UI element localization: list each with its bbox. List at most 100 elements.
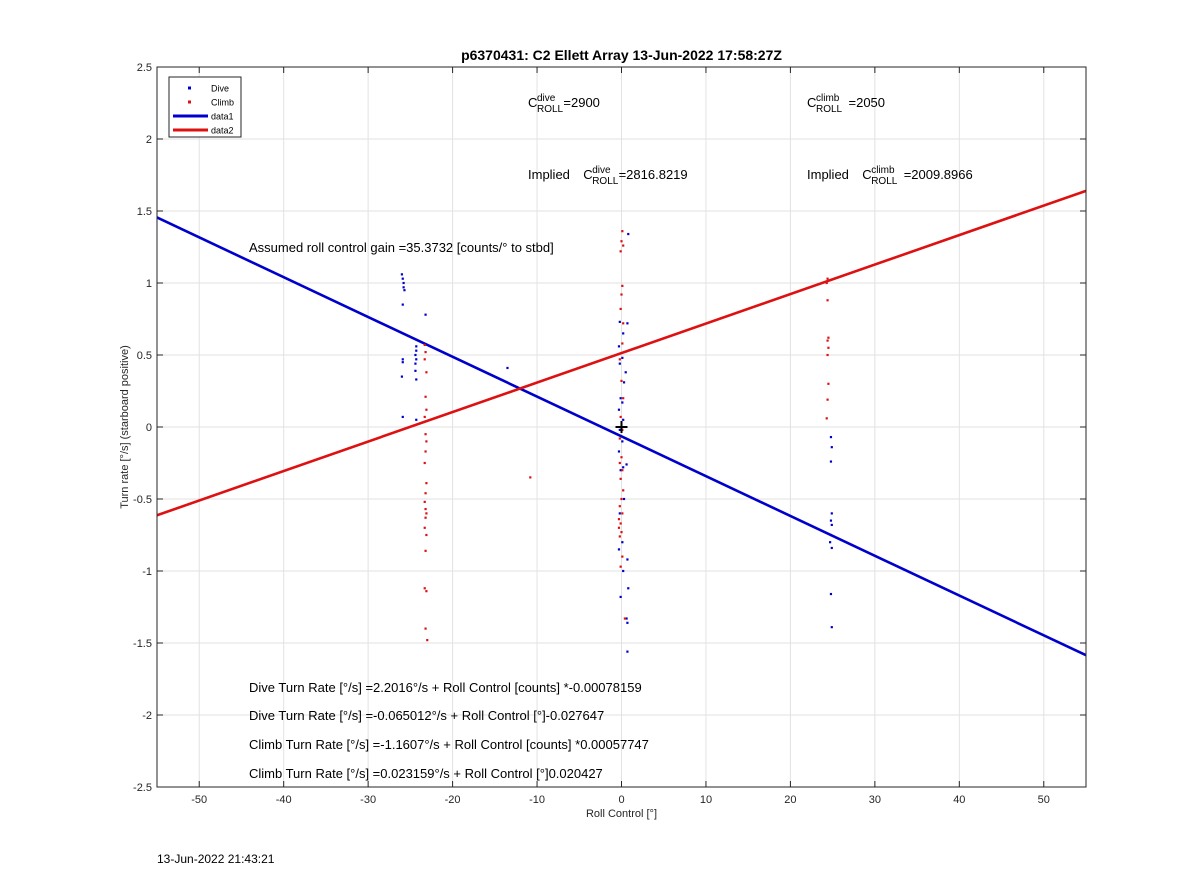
y-axis-label: Turn rate [°/s] (starboard positive) — [119, 345, 131, 509]
dive-point — [622, 418, 625, 421]
climb-point — [423, 415, 426, 419]
dive-point — [622, 569, 625, 573]
dive-point — [830, 512, 833, 515]
dive-point — [617, 345, 621, 348]
dive-point — [829, 533, 833, 537]
dive-point — [622, 497, 626, 501]
climb-point — [621, 469, 624, 472]
climb-point — [423, 343, 426, 347]
climb-point — [618, 461, 621, 465]
dive-point — [829, 460, 833, 463]
dive-point — [400, 273, 404, 276]
x-tick-label: -50 — [191, 794, 207, 806]
legend: Dive Climb data1 data2 — [168, 76, 242, 138]
implied-c-roll-climb-value: =2009.8966 — [904, 167, 973, 182]
climb-point — [425, 440, 428, 443]
climb-point — [621, 555, 624, 558]
x-tick-label: -30 — [360, 794, 376, 806]
climb-point — [424, 395, 427, 398]
x-tick-label: -20 — [445, 794, 461, 806]
dive-point — [830, 626, 833, 629]
dive-point — [626, 650, 629, 653]
implied-c-roll-climb-sup: climb — [871, 165, 895, 176]
implied-c-roll-climb-sub: ROLL — [871, 176, 898, 187]
legend-marker-dive — [188, 86, 191, 90]
climb-point — [425, 408, 428, 411]
fit-line-data2 — [157, 189, 1086, 517]
climb-point — [619, 415, 622, 419]
dive-point — [829, 435, 833, 439]
climb-point — [620, 240, 623, 243]
dive-point — [622, 332, 625, 335]
climb-point — [622, 489, 625, 492]
dive-point — [401, 361, 404, 364]
climb-point — [424, 627, 427, 630]
climb-point — [826, 299, 829, 302]
climb-point — [620, 531, 623, 534]
dive-point — [829, 592, 833, 596]
climb-point — [827, 382, 830, 385]
climb-point — [423, 587, 426, 590]
dive-point — [618, 512, 621, 515]
c-roll-dive-sub: ROLL — [537, 104, 564, 115]
axes: -50 -40 -30 -20 -10 0 10 20 30 40 50-2.5-2-1.5-1-0… — [119, 47, 1087, 820]
c-roll-dive-sup: dive — [537, 93, 556, 104]
dive-point — [415, 418, 418, 421]
dive-point — [619, 595, 622, 599]
dive-point — [414, 362, 417, 365]
dive-point — [625, 617, 628, 620]
dive-point — [414, 353, 417, 357]
climb-point — [425, 512, 428, 515]
implied-c-roll-dive-sub: ROLL — [592, 176, 619, 187]
implied-c-roll-dive-value: =2816.8219 — [619, 167, 688, 182]
y-tick-label: -1.5 — [133, 638, 152, 650]
dive-point — [424, 313, 427, 316]
climb-point — [618, 358, 621, 361]
implied-c-roll-climb-base: C — [862, 167, 871, 182]
y-tick-label: 2.5 — [137, 62, 152, 74]
dive-point — [401, 303, 404, 306]
climb-point — [426, 639, 429, 642]
climb-point — [618, 535, 621, 538]
climb-point — [424, 549, 427, 552]
climb-point — [424, 492, 427, 495]
grid — [157, 66, 1086, 788]
legend-label: Dive — [211, 84, 229, 94]
climb-point — [424, 507, 427, 511]
climb-point — [826, 353, 829, 357]
climb-point — [618, 437, 621, 440]
climb-point — [423, 461, 426, 465]
climb-point — [622, 397, 625, 400]
climb-point — [622, 244, 625, 247]
y-tick-label: 2 — [146, 134, 152, 146]
dive-point — [506, 366, 509, 370]
climb-point — [619, 307, 622, 311]
climb-point — [621, 230, 624, 233]
climb-point — [424, 433, 427, 436]
dive-point — [626, 621, 629, 624]
legend-label: Climb — [211, 98, 234, 108]
implied-c-roll-climb-prefix: Implied — [807, 167, 849, 182]
x-tick-label: 30 — [869, 794, 881, 806]
climb-point — [423, 358, 426, 361]
dive-point — [619, 397, 622, 400]
dive-point — [402, 286, 405, 289]
print-timestamp: 13-Jun-2022 21:43:21 — [157, 852, 275, 866]
dive-point — [403, 289, 406, 292]
y-tick-label: 0 — [146, 422, 152, 434]
fit-equation: Climb Turn Rate [°/s] =0.023159°/s + Rol… — [249, 766, 603, 781]
x-tick-label: -10 — [529, 794, 545, 806]
climb-point — [620, 497, 623, 501]
y-tick-label: 1 — [146, 278, 152, 290]
dive-point — [621, 541, 624, 544]
climb-point — [825, 417, 828, 420]
fit-equation: Dive Turn Rate [°/s] =2.2016°/s + Roll C… — [249, 680, 642, 695]
roll-gain-note: Assumed roll control gain =35.3732 [coun… — [249, 240, 554, 255]
y-tick-label: -1 — [142, 566, 152, 578]
dive-point — [618, 320, 621, 323]
dive-point — [829, 519, 833, 522]
climb-point — [623, 617, 626, 620]
fit-line-data1 — [157, 216, 1086, 657]
legend-label: data2 — [211, 126, 234, 136]
